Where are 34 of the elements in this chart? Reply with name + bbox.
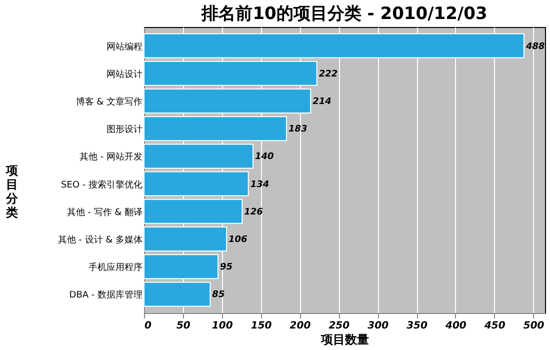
y-tick-label: 图形设计 [106, 124, 142, 136]
data-label: 214 [312, 97, 332, 107]
y-tick-label: 其他 - 写作 & 翻译 [66, 206, 142, 218]
x-tick-label: 500 [523, 320, 544, 332]
y-tick-label: 手机应用程序 [88, 262, 142, 274]
x-tick-label: 300 [368, 320, 389, 332]
x-tick-label: 250 [328, 320, 350, 332]
data-label: 95 [220, 262, 232, 273]
y-tick-label: 其他 - 网站开发 [80, 152, 142, 163]
x-tick-label: 150 [250, 320, 272, 332]
chart-title: 排名前10的项目分类 - 2010/12/03 [200, 4, 488, 24]
x-tick-label: 450 [483, 320, 506, 332]
data-label: 140 [255, 152, 274, 162]
x-tick-label: 350 [406, 320, 428, 332]
y-tick-label: 网站设计 [106, 68, 142, 80]
data-label: 126 [244, 207, 263, 218]
x-tick-label: 400 [444, 320, 466, 332]
data-label: 222 [318, 69, 338, 80]
x-tick-label: 0 [144, 320, 152, 332]
x-axis-title: 项目数量 [320, 332, 369, 346]
data-label: 488 [524, 42, 545, 52]
y-tick-label: 其他 - 设计 & 多媒体 [58, 234, 142, 246]
y-tick-label: 网站编程 [106, 41, 142, 52]
data-label: 183 [288, 124, 308, 135]
y-tick-label: DBA - 数据库管理 [69, 290, 142, 301]
x-tick-label: 100 [212, 320, 233, 332]
x-tick-label: 50 [176, 320, 190, 332]
y-tick-label: 博客 & 文章写作 [76, 96, 142, 108]
data-label: 85 [212, 290, 225, 300]
data-label: 106 [228, 235, 248, 245]
y-axis-title: 项目分类 [4, 164, 19, 220]
y-tick-label: SEO - 搜索引擎优化 [61, 179, 142, 190]
data-label: 134 [250, 180, 270, 190]
x-tick-label: 200 [290, 320, 311, 332]
